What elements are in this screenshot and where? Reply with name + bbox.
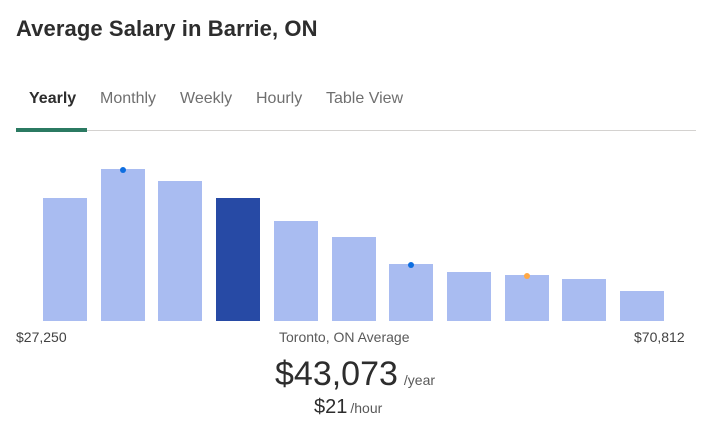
tab-weekly[interactable]: Weekly — [180, 90, 233, 107]
tab-yearly[interactable]: Yearly — [29, 90, 77, 107]
chart-bar[interactable] — [620, 291, 664, 321]
yearly-amount: $43,073 — [275, 355, 398, 393]
salary-marker-dot — [408, 262, 414, 268]
chart-bar[interactable] — [101, 169, 145, 321]
salary-distribution-chart — [0, 150, 711, 325]
chart-bar[interactable] — [389, 264, 433, 321]
average-hourly-salary: $21/hour — [314, 396, 382, 419]
page-title: Average Salary in Barrie, ON — [16, 16, 318, 41]
chart-bar[interactable] — [505, 275, 549, 321]
active-tab-indicator — [16, 128, 87, 132]
range-min-label: $27,250 — [16, 329, 67, 345]
chart-bar[interactable] — [332, 237, 376, 321]
comparison-marker-dot — [524, 273, 530, 279]
chart-bar[interactable] — [562, 279, 606, 321]
tab-hourly[interactable]: Hourly — [256, 90, 303, 107]
yearly-unit: /year — [403, 372, 436, 388]
tab-monthly[interactable]: Monthly — [100, 90, 157, 107]
range-max-label: $70,812 — [634, 329, 685, 345]
chart-bar[interactable] — [43, 198, 87, 321]
chart-bar[interactable] — [447, 272, 491, 321]
hourly-unit: /hour — [350, 400, 383, 416]
tab-table-view[interactable]: Table View — [326, 90, 404, 107]
chart-bar[interactable] — [274, 221, 318, 321]
salary-marker-dot — [120, 167, 126, 173]
chart-bar[interactable] — [216, 198, 260, 321]
average-yearly-salary: $43,073/year — [275, 355, 435, 394]
chart-bar[interactable] — [158, 181, 202, 321]
tabs-divider — [16, 130, 696, 131]
pay-period-tabs: Yearly Monthly Weekly Hourly Table View — [16, 88, 696, 132]
hourly-amount: $21 — [314, 396, 348, 418]
comparison-label: Toronto, ON Average — [279, 329, 410, 345]
